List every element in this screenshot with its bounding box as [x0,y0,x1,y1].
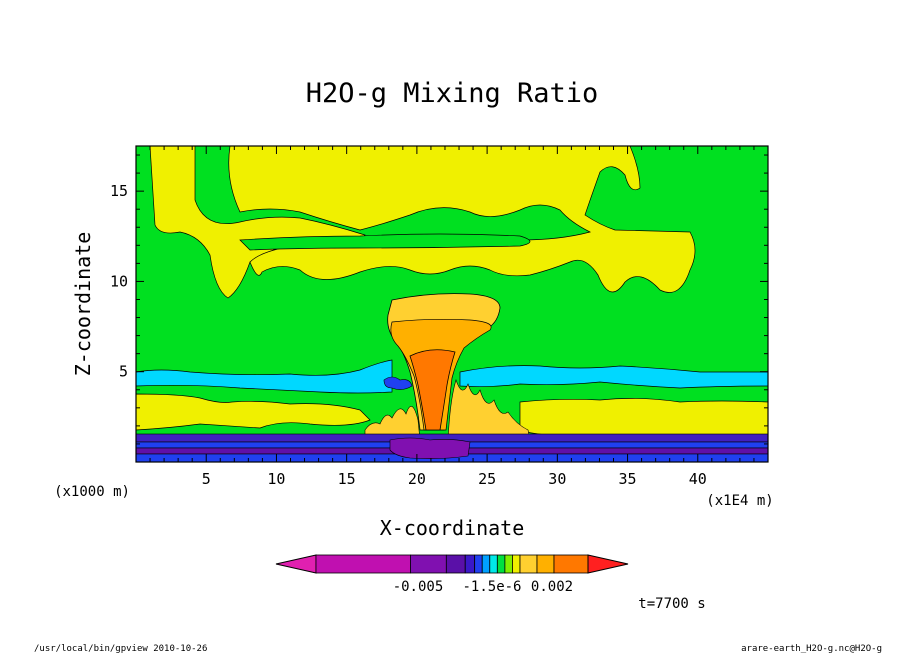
plume-core [409,349,456,431]
colorbar-label: -0.005 [393,579,444,595]
x-tick-label: 15 [338,470,356,488]
colorbar [275,554,629,574]
plot-frame [135,145,769,463]
colorbar-segment [536,554,555,574]
y-axis-ticks: 5 10 15 [110,154,768,445]
x-tick-label: 40 [689,470,707,488]
cyan-band-right [459,365,768,389]
colorbar-segment [445,554,466,574]
green-tongue [239,233,531,251]
colorbar-segment [496,554,506,574]
colorbar-segment [315,554,411,574]
y-tick-label: 15 [110,182,128,200]
y-unit-label: (x1000 m) [54,484,130,500]
lower-yellow-right [519,398,768,438]
colorbar-segment [504,554,513,574]
colorbar-segment [489,554,498,574]
convective-speckle [364,406,421,441]
colorbar-segment [553,554,589,574]
upper-yellow-main [228,146,696,293]
x-axis-label: X-coordinate [380,516,525,540]
y-axis-label: Z-coordinate [71,232,95,377]
x-unit-label: (x1E4 m) [706,493,773,509]
x-tick-label: 5 [202,470,211,488]
blue-blob [383,376,413,390]
convective-speckle-right [447,379,531,441]
x-axis-ticks: 5 10 15 20 25 30 35 40 [149,146,755,488]
colorbar-label: 0.002 [531,579,573,595]
colorbar-segment [481,554,491,574]
plot-field [136,146,768,462]
footer-left: /usr/local/bin/gpview 2010-10-26 [34,644,207,654]
x-tick-label: 35 [619,470,637,488]
colorbar-segment [512,554,521,574]
y-tick-label: 10 [110,272,128,290]
colorbar-segment [410,554,447,574]
colorbar-arrow-low [275,554,317,574]
colorbar-segment [519,554,538,574]
colorbar-segment [474,554,483,574]
cyan-band [136,359,393,394]
colorbar-segment [464,554,476,574]
colorbar-arrow-high [587,554,629,574]
y-tick-label: 5 [119,363,128,381]
time-label: t=7700 s [638,596,705,612]
footer-right: arare-earth_H2O-g.nc@H2O-g [741,644,882,654]
colorbar-label: -1.5e-6 [462,579,521,595]
x-tick-label: 10 [267,470,285,488]
x-tick-label: 30 [548,470,566,488]
surface-purple-patch [389,437,471,459]
colorbar-labels: -0.005 -1.5e-6 0.002 [393,579,573,595]
x-tick-label: 20 [408,470,426,488]
lower-yellow-band [136,393,371,431]
x-tick-label: 25 [478,470,496,488]
chart-title: H2O-g Mixing Ratio [306,78,599,109]
